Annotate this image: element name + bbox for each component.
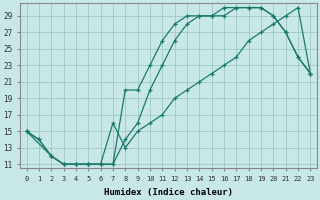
X-axis label: Humidex (Indice chaleur): Humidex (Indice chaleur) xyxy=(104,188,233,197)
